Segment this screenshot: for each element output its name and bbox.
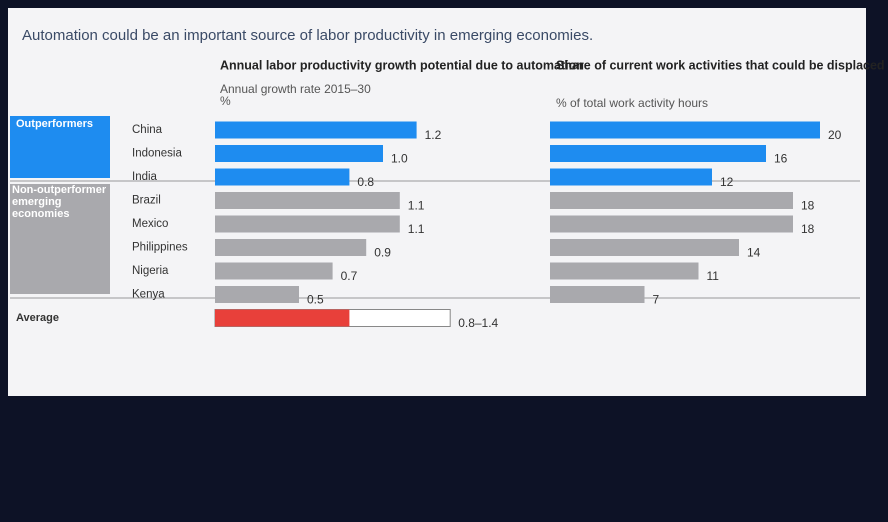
unit: % xyxy=(220,94,231,108)
category-label: Brazil xyxy=(132,195,161,207)
group-label: Non-outperformer emerging economies xyxy=(12,184,108,220)
bar xyxy=(550,263,699,280)
value-label: 0.8 xyxy=(357,175,374,189)
bar xyxy=(215,216,400,233)
bar xyxy=(215,310,349,327)
value-label: 0.7 xyxy=(341,269,358,283)
category-label: China xyxy=(132,124,163,136)
value-label: 1.1 xyxy=(408,199,425,213)
bar xyxy=(215,122,417,139)
category-label: Average xyxy=(16,312,59,324)
slide-title: Automation could be an important source … xyxy=(22,27,593,44)
chart-title: Annual labor productivity growth potenti… xyxy=(220,58,584,72)
bar xyxy=(550,145,766,162)
value-label: 1.0 xyxy=(391,152,408,166)
bar xyxy=(550,122,820,139)
value-label: 16 xyxy=(774,152,788,166)
value-label: 0.9 xyxy=(374,246,391,260)
bar xyxy=(215,192,400,209)
chart-title: Share of current work activities that co… xyxy=(556,58,888,72)
bar xyxy=(550,192,793,209)
bar xyxy=(550,216,793,233)
bar xyxy=(215,145,383,162)
bar xyxy=(215,263,333,280)
bar xyxy=(550,286,645,303)
bar xyxy=(215,239,366,256)
category-label: India xyxy=(132,171,158,183)
category-label: Philippines xyxy=(132,242,188,254)
chart-subtitle: % of total work activity hours xyxy=(556,96,708,110)
value-label: 12 xyxy=(720,175,734,189)
group-label-box: Non-outperformer emerging economies xyxy=(12,184,108,254)
category-label: Kenya xyxy=(132,289,165,301)
bar xyxy=(215,169,349,186)
category-label: Mexico xyxy=(132,218,168,230)
value-label: 0.5 xyxy=(307,293,324,307)
bar xyxy=(215,286,299,303)
bar xyxy=(550,169,712,186)
photo: Automation could be an important source … xyxy=(0,0,888,522)
value-label: 7 xyxy=(653,293,660,307)
category-label: Nigeria xyxy=(132,265,169,277)
value-label: 1.1 xyxy=(408,222,425,236)
category-label: Indonesia xyxy=(132,148,182,160)
value-label: 20 xyxy=(828,128,842,142)
value-label: 0.8–1.4 xyxy=(458,316,498,330)
value-label: 18 xyxy=(801,199,815,213)
bar xyxy=(550,239,739,256)
group-label: Outperformers xyxy=(16,118,93,130)
value-label: 1.2 xyxy=(425,128,442,142)
value-label: 18 xyxy=(801,222,815,236)
value-label: 14 xyxy=(747,246,761,260)
chart-subtitle: Annual growth rate 2015–30 xyxy=(220,82,371,96)
value-label: 11 xyxy=(707,269,720,283)
